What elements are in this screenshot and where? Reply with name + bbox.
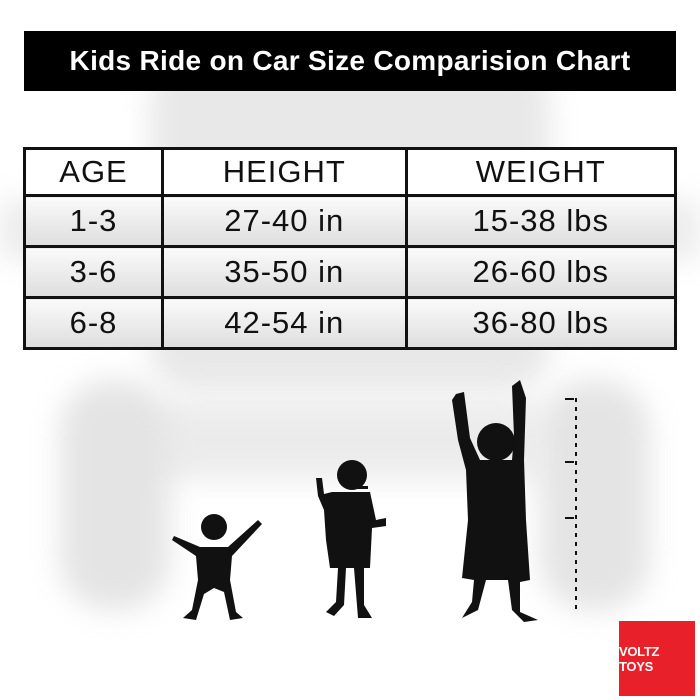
table-header-row: AGE HEIGHT WEIGHT xyxy=(23,147,678,197)
table-row: 3-6 35-50 in 26-60 lbs xyxy=(23,245,678,299)
header-weight: WEIGHT xyxy=(404,147,678,197)
cell-age: 1-3 xyxy=(23,194,164,248)
cell-age: 6-8 xyxy=(23,296,164,350)
cell-weight: 36-80 lbs xyxy=(404,296,678,350)
voltz-toys-logo: VOLTZ TOYS xyxy=(619,621,695,696)
toddler-silhouette xyxy=(172,514,262,620)
child-silhouette xyxy=(316,460,386,618)
cell-height: 27-40 in xyxy=(161,194,408,248)
header-height: HEIGHT xyxy=(161,147,408,197)
table-row: 1-3 27-40 in 15-38 lbs xyxy=(23,194,678,248)
table-row: 6-8 42-54 in 36-80 lbs xyxy=(23,296,678,350)
size-table: AGE HEIGHT WEIGHT 1-3 27-40 in 15-38 lbs… xyxy=(23,147,678,350)
cell-weight: 15-38 lbs xyxy=(404,194,678,248)
cell-height: 35-50 in xyxy=(161,245,408,299)
header-age: AGE xyxy=(23,147,164,197)
height-ruler xyxy=(565,398,577,614)
cell-height: 42-54 in xyxy=(161,296,408,350)
chart-title: Kids Ride on Car Size Comparision Chart xyxy=(24,31,676,91)
cell-age: 3-6 xyxy=(23,245,164,299)
cell-weight: 26-60 lbs xyxy=(404,245,678,299)
older-child-silhouette xyxy=(452,380,538,622)
